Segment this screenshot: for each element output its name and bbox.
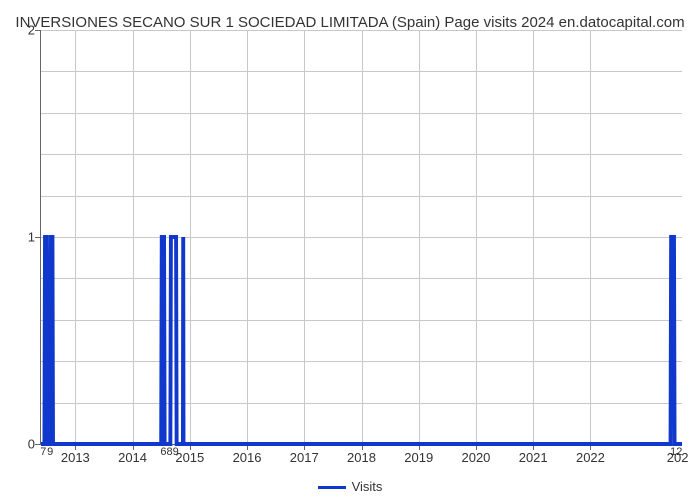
x-tick-label: 2019 [404, 444, 433, 465]
y-tick-label: 2 [28, 23, 41, 38]
legend: Visits [0, 479, 700, 494]
x-tick-label: 2014 [118, 444, 147, 465]
x-tick-label: 2022 [576, 444, 605, 465]
legend-label: Visits [352, 479, 383, 494]
x-minor-label: 12 [670, 444, 682, 458]
legend-swatch [318, 486, 346, 489]
x-minor-label: 9 [47, 444, 53, 458]
y-tick-label: 1 [28, 230, 41, 245]
x-tick-label: 2016 [233, 444, 262, 465]
x-minor-label: 7 [40, 444, 46, 458]
x-tick-label: 2018 [347, 444, 376, 465]
chart-lines [41, 30, 682, 444]
y-tick-label: 0 [28, 437, 41, 452]
x-tick-label: 2021 [519, 444, 548, 465]
chart-title: INVERSIONES SECANO SUR 1 SOCIEDAD LIMITA… [0, 14, 700, 31]
x-minor-label: 89 [167, 444, 179, 458]
x-tick-label: 2020 [461, 444, 490, 465]
x-tick-label: 2015 [175, 444, 204, 465]
series-line [41, 237, 682, 444]
x-tick-label: 2017 [290, 444, 319, 465]
x-tick-label: 2013 [61, 444, 90, 465]
plot-area: 0122013201420152016201720182019202020212… [40, 30, 682, 445]
